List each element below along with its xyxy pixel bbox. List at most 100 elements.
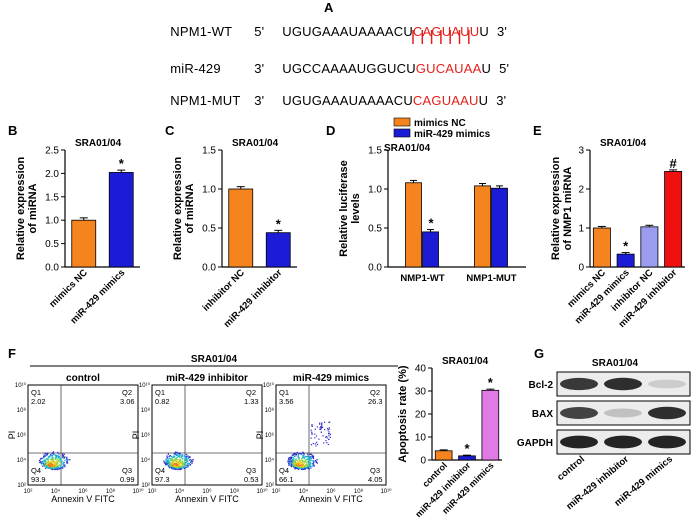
event-dot (64, 465, 66, 468)
event-dot (175, 461, 178, 463)
event-dot (54, 465, 56, 468)
event-dot (59, 466, 61, 469)
event-dot (51, 455, 54, 457)
event-dot (300, 467, 302, 469)
event-dot (58, 465, 60, 467)
event-dot (177, 463, 179, 465)
y-axis-label: Relative luciferaselevels (338, 160, 362, 257)
event-dot (173, 452, 175, 455)
event-dot (51, 458, 53, 461)
event-dot (310, 444, 313, 446)
blot-row-label: GAPDH (517, 438, 553, 449)
protein-band (648, 406, 686, 420)
event-dot (320, 426, 323, 428)
event-dot (59, 458, 61, 460)
event-dot (310, 462, 312, 464)
event-dot (176, 464, 178, 466)
panel-label-a: A (324, 0, 334, 15)
event-dot (296, 451, 298, 454)
event-dot (173, 456, 175, 459)
event-dot (61, 467, 63, 469)
event-dot (49, 463, 51, 465)
y-tick-label: 1.5 (202, 146, 216, 157)
panel-label-d: D (326, 123, 336, 138)
event-dot (176, 466, 178, 469)
event-dot (177, 468, 179, 471)
event-dot (56, 464, 59, 466)
event-dot (315, 461, 318, 464)
event-dot (185, 466, 187, 469)
event-dot (181, 461, 184, 463)
event-dot (59, 457, 61, 459)
event-dot (296, 462, 298, 464)
event-dot (310, 463, 312, 465)
event-dot (171, 459, 173, 461)
event-dot (294, 466, 296, 468)
significance-marker: * (464, 441, 470, 456)
event-dot (45, 461, 47, 463)
event-dot (309, 456, 312, 459)
chart-title: SRA01/04 (75, 138, 122, 149)
event-dot (328, 438, 330, 440)
bar (491, 187, 508, 268)
event-dot (167, 458, 169, 460)
event-dot (292, 462, 294, 464)
event-dot (310, 459, 312, 462)
event-dot (53, 466, 55, 469)
event-dot (313, 464, 315, 466)
event-dot (179, 452, 181, 454)
x-tick-label: NMP1-MUT (466, 273, 516, 284)
event-dot (307, 465, 310, 468)
event-dot (185, 456, 187, 458)
event-dot (309, 457, 311, 460)
y-tick-label: 1.5 (45, 192, 59, 203)
event-dot (177, 460, 179, 462)
event-dot (175, 453, 177, 455)
event-dot (329, 421, 331, 423)
event-dot (301, 461, 303, 463)
event-dot (190, 461, 192, 463)
quadrant-value: 0.82 (155, 397, 170, 406)
bar (664, 171, 683, 268)
event-dot (326, 435, 328, 438)
event-dot (305, 464, 307, 466)
event-dot (289, 460, 291, 462)
event-dot (321, 422, 323, 424)
quadrant-value: 66.1 (279, 475, 294, 484)
event-dot (169, 467, 171, 469)
panel-label-c: C (165, 123, 175, 138)
event-dot (300, 461, 302, 464)
event-dot (298, 457, 300, 459)
event-dot (291, 459, 293, 462)
event-dot (58, 468, 60, 470)
event-dot (302, 452, 304, 454)
event-dot (301, 466, 303, 468)
event-dot (306, 462, 308, 464)
quadrant-label: Q3 (246, 466, 256, 475)
event-dot (186, 460, 188, 462)
bar (616, 253, 635, 268)
event-dot (56, 456, 58, 458)
x-axis-label: Annexin V FITC (51, 494, 115, 504)
x-tick-label: 10² (148, 489, 157, 495)
event-dot (310, 465, 312, 467)
event-dot (173, 465, 175, 468)
event-dot (305, 455, 307, 458)
event-dot (298, 467, 301, 469)
event-dot (302, 454, 304, 457)
event-dot (175, 468, 178, 470)
event-dot (165, 463, 167, 465)
legend-entry: mimics NC (414, 118, 466, 129)
event-dot (175, 466, 177, 468)
event-dot (311, 455, 313, 458)
event-dot (308, 458, 311, 461)
event-dot (290, 463, 292, 465)
event-dot (180, 456, 182, 458)
event-dot (46, 462, 48, 464)
event-dot (181, 462, 184, 464)
event-dot (50, 458, 52, 461)
protein-band (604, 377, 642, 391)
event-dot (300, 463, 302, 465)
